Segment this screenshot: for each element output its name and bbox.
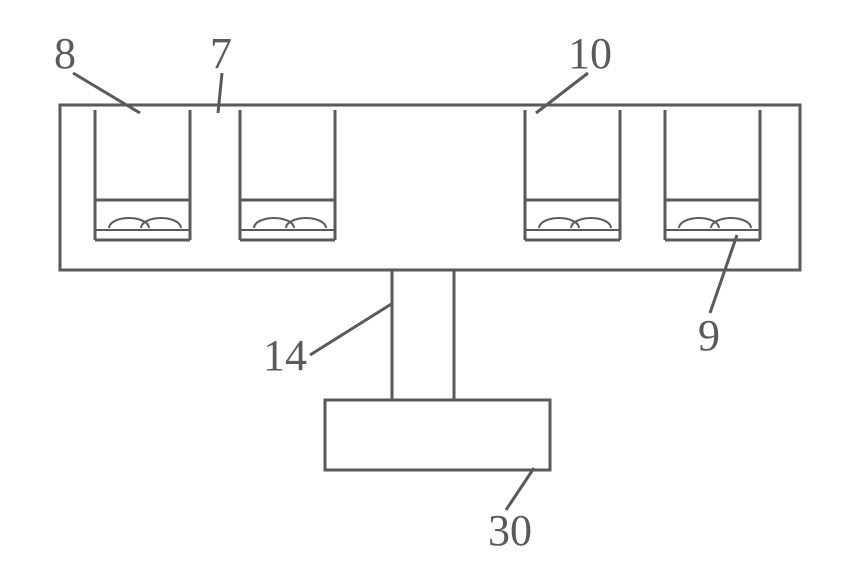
label-10: 10 [568,29,612,78]
background [0,0,860,577]
label-8: 8 [54,29,76,78]
label-14: 14 [263,331,307,380]
label-9: 9 [698,311,720,360]
label-30: 30 [488,506,532,555]
label-7: 7 [210,29,232,78]
diagram-canvas: 8 7 10 9 14 30 [0,0,860,577]
